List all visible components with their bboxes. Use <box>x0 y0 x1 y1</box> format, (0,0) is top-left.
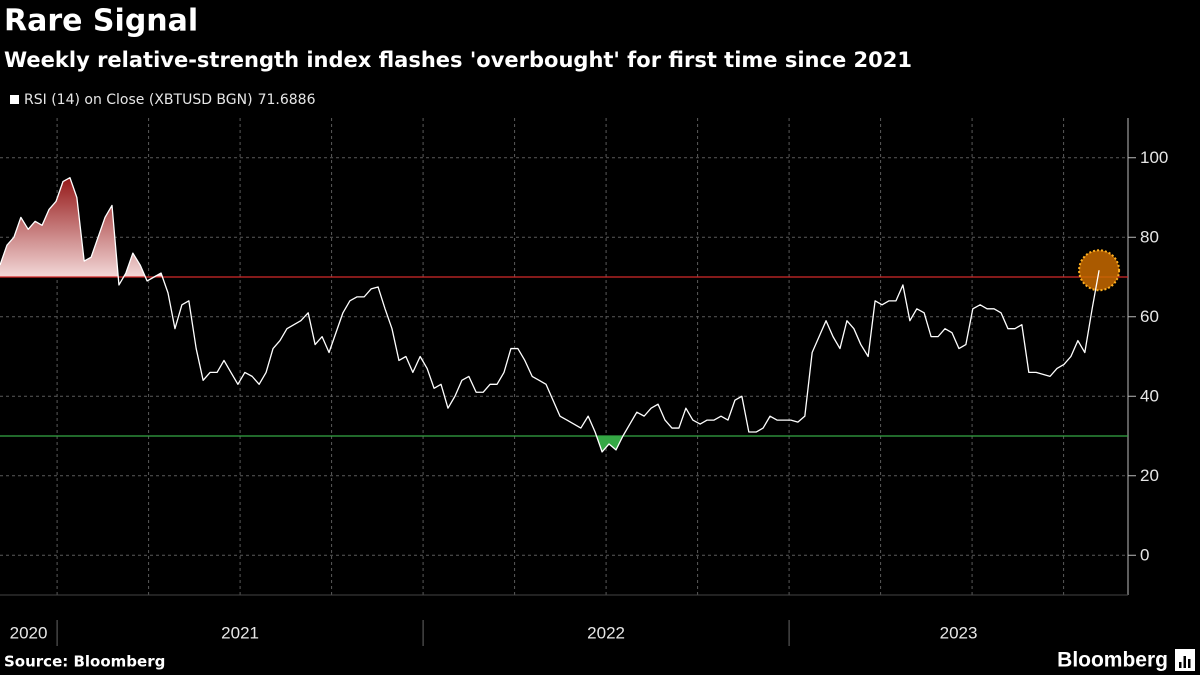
highlight-marker <box>1078 249 1121 292</box>
chart-title: Rare Signal <box>4 4 198 39</box>
line <box>0 176 1100 453</box>
overbought-area <box>0 177 1100 277</box>
x-tick-label: 2022 <box>587 623 625 642</box>
legend-label: RSI (14) on Close (XBTUSD BGN) <box>24 92 253 108</box>
y-tick-label: 60 <box>1140 307 1159 326</box>
legend-value: 71.6886 <box>258 92 316 108</box>
chart-subtitle: Weekly relative-strength index flashes '… <box>4 48 912 72</box>
y-tick-label: 80 <box>1140 228 1159 247</box>
brand-logo: Bloomberg <box>1057 649 1168 672</box>
x-tick-label: 2021 <box>221 623 259 642</box>
y-tick-label: 100 <box>1140 148 1168 167</box>
y-tick-label: 40 <box>1140 387 1159 406</box>
y-tick-label: 20 <box>1140 466 1159 485</box>
legend-swatch <box>10 95 19 104</box>
x-tick-label: 2020 <box>10 623 48 642</box>
source: Source: Bloomberg <box>4 653 165 671</box>
brand-icon <box>1175 649 1195 671</box>
x-tick-label: 2023 <box>940 623 978 642</box>
y-tick-label: 0 <box>1140 546 1149 565</box>
